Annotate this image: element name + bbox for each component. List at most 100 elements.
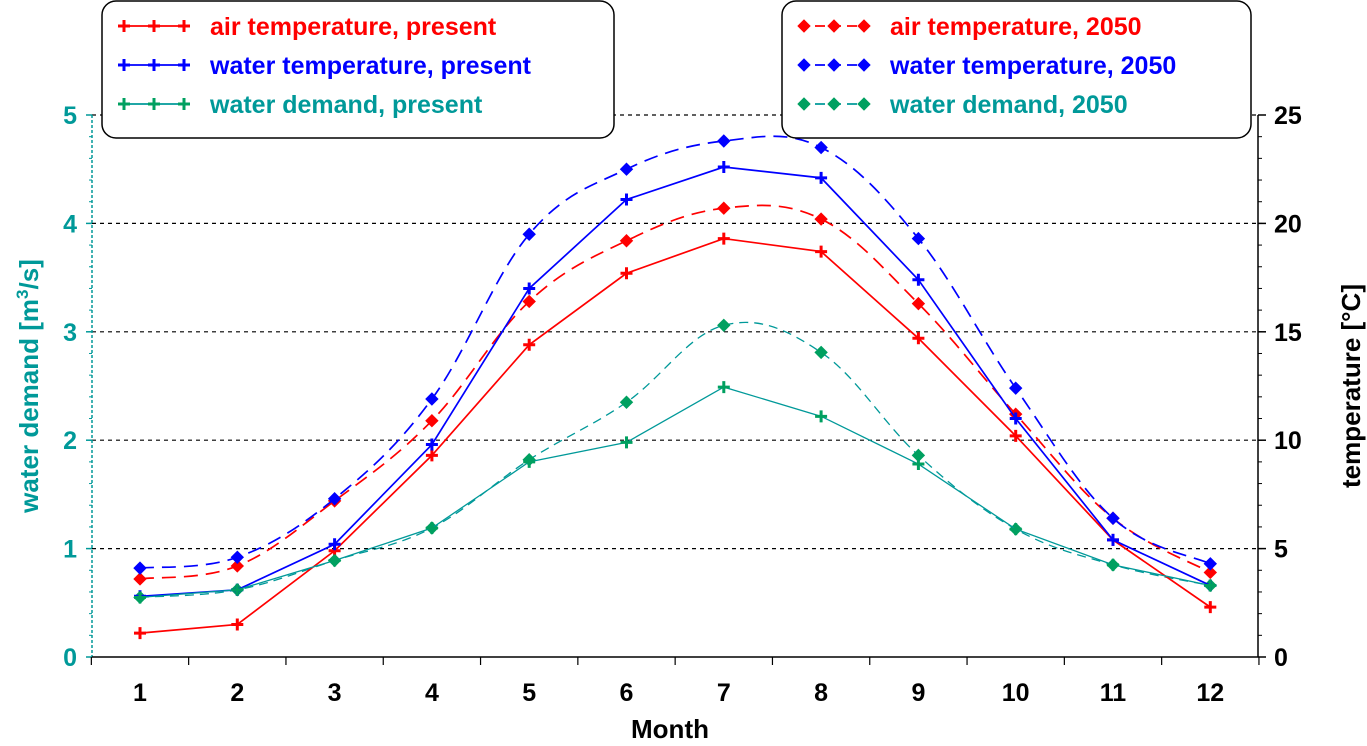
legend-marker (857, 19, 871, 33)
legend-marker (827, 19, 841, 33)
series-water-temperature-2050 (133, 134, 1218, 575)
legend-marker (857, 58, 871, 72)
x-axis-tick-label: 3 (328, 679, 342, 707)
data-point (523, 338, 536, 351)
x-axis-tick-label: 5 (522, 679, 536, 707)
data-point (327, 492, 342, 506)
data-point (523, 282, 536, 295)
right-axis-tick-label: 25 (1274, 102, 1302, 130)
legend-marker (148, 59, 160, 71)
data-point (1203, 565, 1218, 580)
data-point (231, 618, 244, 631)
data-point (523, 455, 536, 468)
data-point (425, 413, 439, 428)
legend-marker (148, 20, 160, 32)
data-point (1106, 511, 1120, 525)
legend-marker (178, 98, 190, 110)
legend-label: air temperature, 2050 (890, 13, 1142, 41)
data-point (522, 294, 536, 309)
data-point (814, 212, 828, 226)
left-axis-title-superscript: 3 (13, 290, 32, 299)
data-point (620, 193, 633, 206)
data-point (231, 583, 244, 596)
data-point (912, 458, 925, 471)
left-axis-tick-label: 0 (63, 644, 77, 672)
data-point (1204, 601, 1217, 614)
data-point (814, 345, 828, 360)
legend-item: water temperature, present (118, 52, 532, 80)
x-axis-title: Month (631, 714, 709, 744)
x-axis-tick-label: 7 (717, 679, 731, 707)
data-point (1107, 558, 1119, 571)
legend-marker (797, 97, 811, 111)
data-point (1204, 579, 1217, 592)
data-point (717, 232, 730, 245)
data-point (911, 231, 926, 246)
data-point (425, 449, 438, 462)
x-axis-tick-label: 8 (814, 679, 828, 707)
data-series (133, 134, 1218, 640)
legend-label: water temperature, present (209, 52, 532, 80)
right-axis-title: temperature [°C] (1336, 284, 1366, 488)
legend-box (101, 0, 615, 139)
x-axis-tick-label: 10 (1002, 679, 1030, 707)
data-point (1009, 429, 1022, 442)
data-point (815, 245, 828, 258)
data-point (522, 227, 536, 241)
data-point (815, 410, 828, 423)
data-point (912, 332, 925, 345)
series-line (139, 166, 1211, 598)
legend-label: water demand, present (209, 91, 483, 119)
series-line (139, 204, 1211, 580)
series-water-demand-present (134, 381, 1217, 604)
legend-marker (118, 20, 130, 32)
data-point (425, 522, 438, 535)
data-point (425, 392, 439, 406)
left-axis-title: water demand [m3/s] (13, 259, 44, 514)
data-point (1009, 412, 1022, 425)
legend-item: water demand, present (118, 91, 483, 119)
data-point (815, 171, 828, 184)
series-line (139, 135, 1211, 569)
legend-label: water demand, 2050 (889, 91, 1128, 119)
data-point (717, 318, 731, 333)
legend-marker (797, 19, 811, 33)
data-point (230, 559, 245, 573)
data-point (911, 296, 926, 311)
legend-item: water temperature, 2050 (797, 52, 1176, 80)
data-point (619, 234, 634, 248)
data-point (1009, 523, 1022, 536)
legend-marker (118, 98, 130, 110)
legend-marker (118, 59, 130, 71)
x-axis-tick-label: 11 (1100, 679, 1127, 707)
left-axis-title-main: water demand [m (14, 299, 44, 514)
legend-marker (827, 58, 841, 72)
data-point (133, 572, 147, 586)
data-point (328, 538, 341, 551)
legend-marker (178, 59, 190, 71)
legend-label: air temperature, present (210, 13, 497, 41)
data-point (1203, 557, 1218, 571)
x-axis-tick-label: 9 (911, 679, 925, 707)
legend-marker (827, 97, 841, 111)
legend-label: water temperature, 2050 (889, 52, 1176, 80)
data-point (912, 273, 925, 286)
data-point (1008, 381, 1023, 395)
legend-box (781, 0, 1252, 139)
series-line (139, 237, 1211, 634)
data-point (230, 550, 245, 564)
right-axis-tick-label: 15 (1274, 319, 1302, 347)
legend-marker (148, 98, 160, 110)
data-point (717, 201, 731, 215)
data-point (328, 554, 341, 567)
legend: air temperature, present water temperatur… (101, 0, 1252, 139)
legend-item: air temperature, 2050 (797, 13, 1142, 41)
right-axis-tick-label: 20 (1274, 210, 1302, 238)
x-axis-tick-label: 1 (133, 679, 147, 707)
legend-item: water demand, 2050 (797, 91, 1128, 119)
series-air-temperature-present (134, 232, 1217, 640)
x-axis-tick-label: 4 (425, 679, 439, 707)
data-point (134, 627, 146, 640)
data-point (134, 591, 146, 604)
